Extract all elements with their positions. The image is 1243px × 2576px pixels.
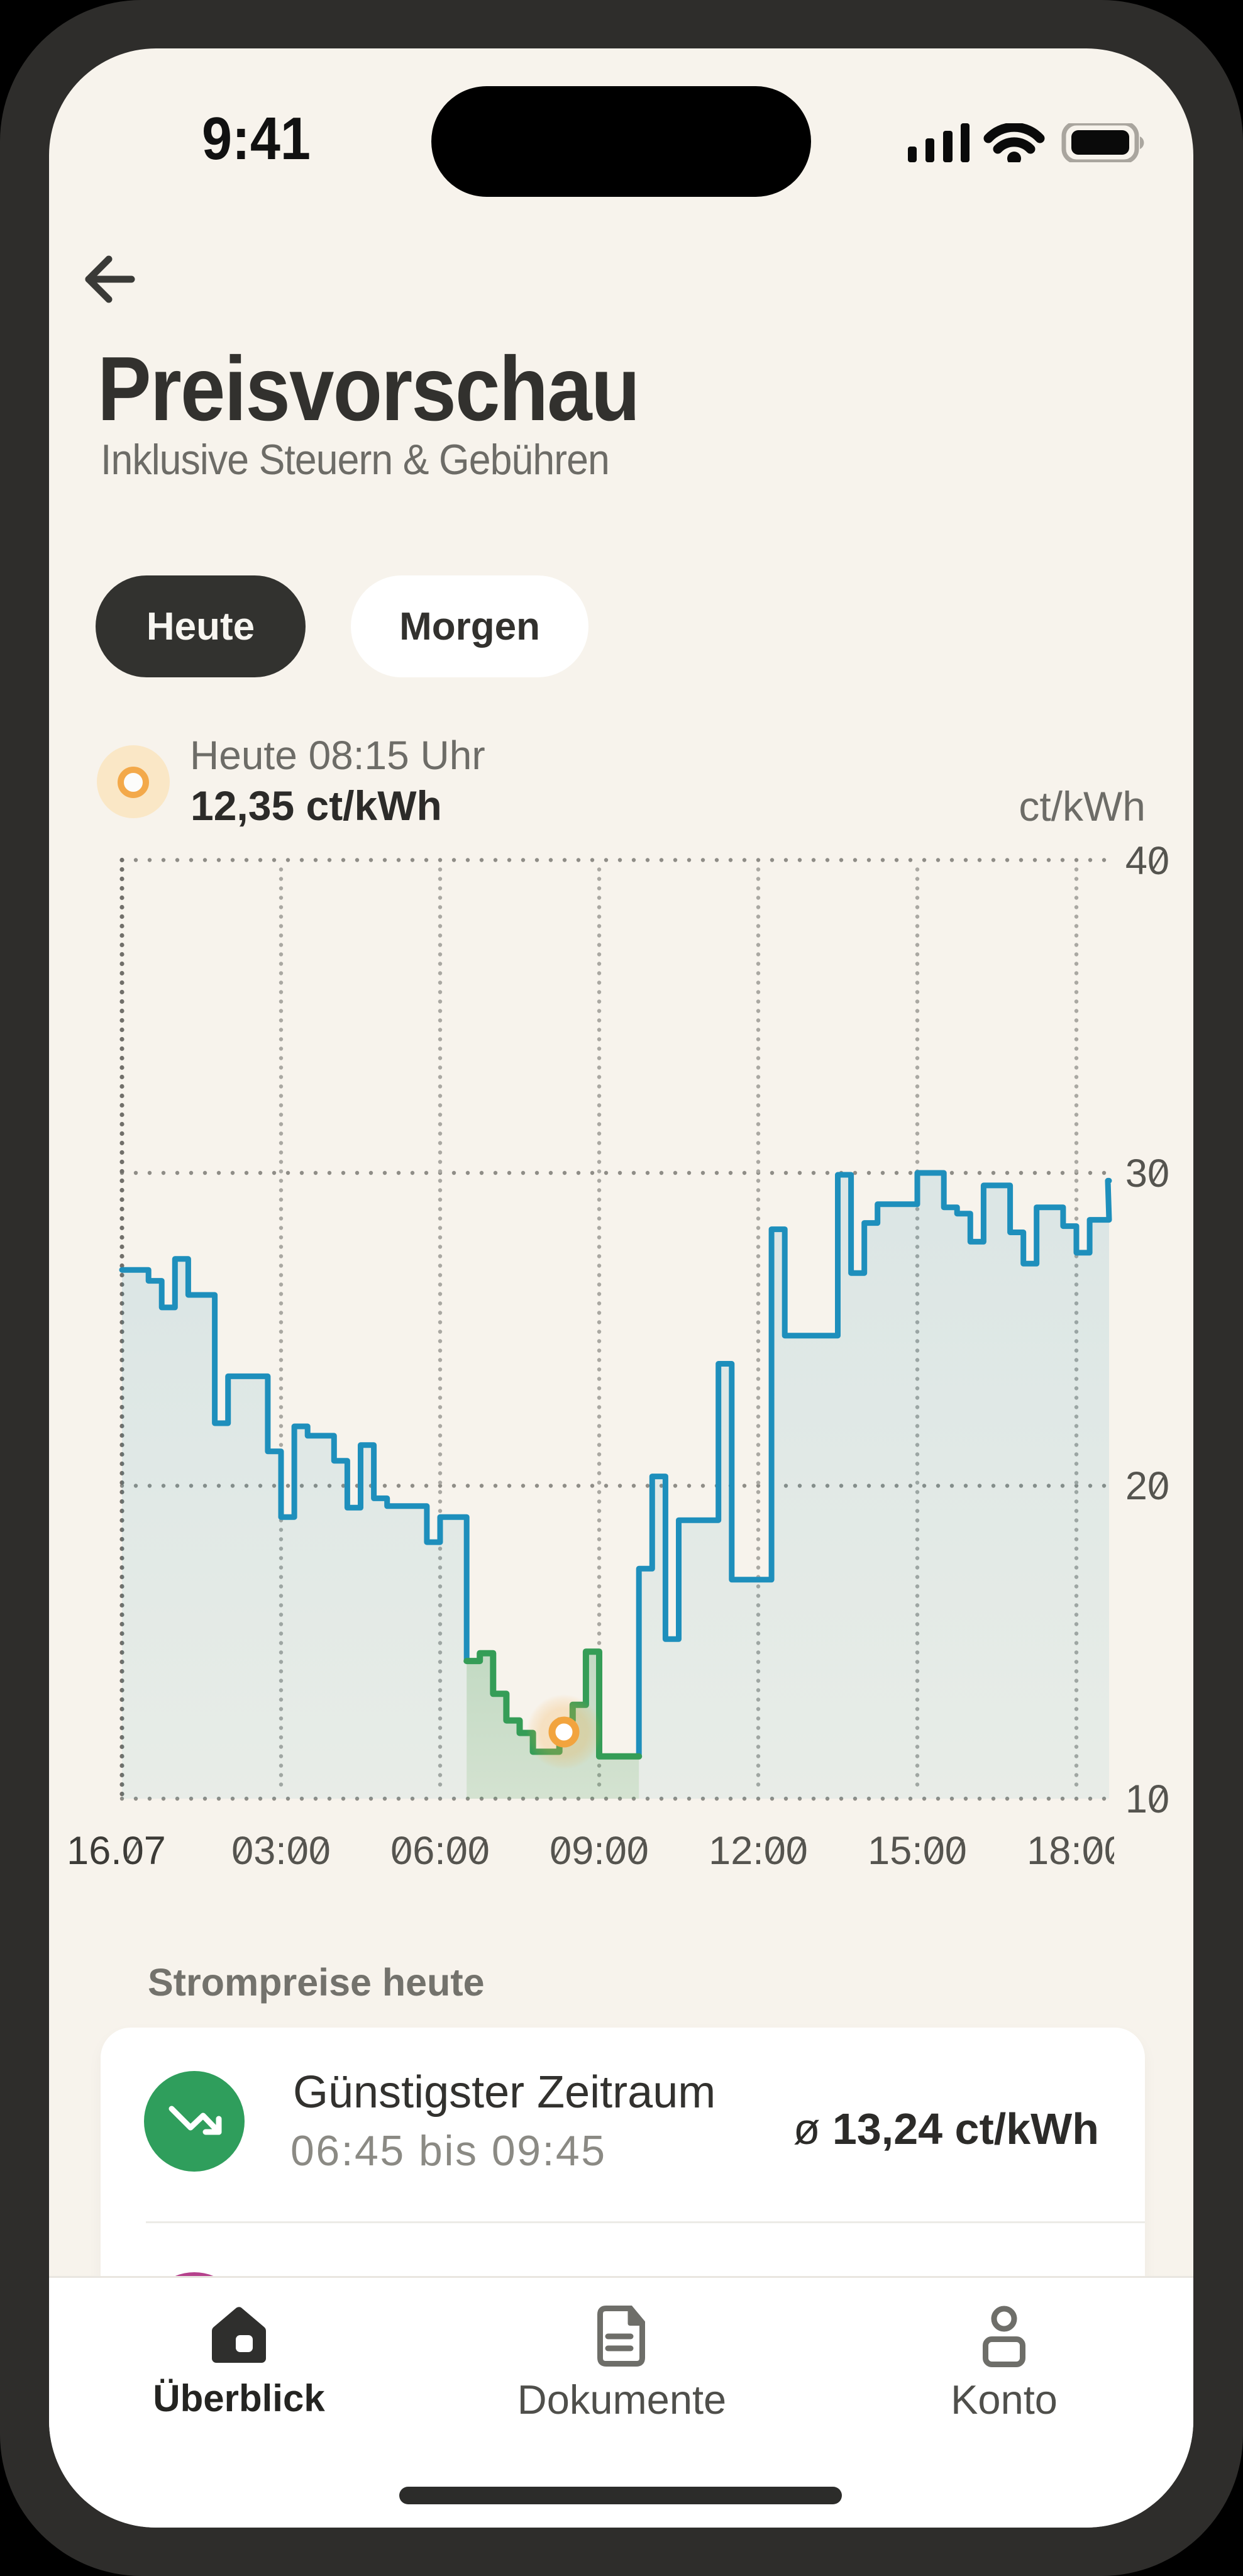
svg-text:16.07: 16.07 (67, 1829, 166, 1873)
svg-text:40: 40 (1125, 843, 1169, 883)
svg-text:18:00: 18:00 (1027, 1829, 1126, 1873)
svg-text:10: 10 (1125, 1777, 1169, 1821)
svg-text:20: 20 (1125, 1464, 1169, 1508)
svg-text:09:00: 09:00 (550, 1829, 649, 1873)
svg-text:15:00: 15:00 (868, 1829, 967, 1873)
svg-text:12:00: 12:00 (709, 1829, 808, 1873)
svg-text:03:00: 03:00 (231, 1829, 331, 1873)
svg-text:30: 30 (1125, 1152, 1169, 1196)
svg-text:06:00: 06:00 (390, 1829, 490, 1873)
